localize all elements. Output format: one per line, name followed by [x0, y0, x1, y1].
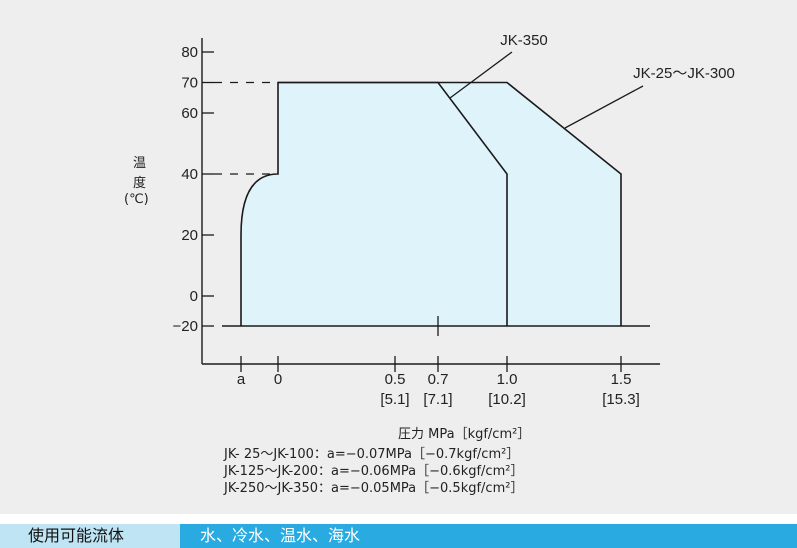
pressure-temperature-chart: 80 70 60 40 20 0 −20 a 0 0.5 [5.1] 0.7 [7.1] 1.0 [10.2…	[173, 32, 735, 408]
y-tick-label-5: 0	[190, 288, 198, 305]
y-axis-label-2: 度	[133, 176, 147, 191]
y-tick-label-3: 40	[181, 166, 198, 183]
x-tick-label-2: 0.5	[385, 371, 406, 388]
x-axis-title: 圧力 MPa［kgf/cm²］	[398, 427, 531, 442]
series-label-jk350: JK-350	[500, 32, 548, 49]
note-line-3: JK-250〜JK-350：a=−0.05MPa［−0.5kgf/cm²］	[224, 481, 524, 496]
series-leader-jk350	[449, 51, 513, 99]
x-tick-sublabel-3: [7.1]	[423, 391, 452, 408]
x-tick-label-0: a	[237, 371, 246, 388]
x-tick-label-4: 1.0	[497, 371, 518, 388]
y-tick-label-4: 20	[181, 227, 198, 244]
y-axis-label-1: 温	[133, 156, 147, 171]
note-line-2: JK-125〜JK-200：a=−0.06MPa［−0.6kgf/cm²］	[224, 464, 524, 479]
series-leader-jk25-300	[564, 85, 644, 129]
series-line-jk350	[278, 81, 508, 326]
usable-fluid-value: 水、冷水、温水、海水	[200, 526, 361, 545]
chart-panel: 80 70 60 40 20 0 −20 a 0 0.5 [5.1] 0.7 [7.1] 1.0 [10.2…	[0, 0, 797, 514]
series-label-jk25-300: JK-25〜JK-300	[633, 65, 735, 82]
x-tick-label-3: 0.7	[428, 371, 449, 388]
x-tick-sublabel-4: [10.2]	[488, 391, 526, 408]
x-tick-label-5: 1.5	[611, 371, 632, 388]
y-axis-label-3: (℃)	[124, 192, 149, 207]
y-tick-label-6: −20	[173, 318, 198, 335]
usable-fluid-label: 使用可能流体	[0, 524, 180, 548]
x-tick-label-1: 0	[274, 371, 282, 388]
y-tick-label-2: 60	[181, 105, 198, 122]
y-tick-label-0: 80	[181, 44, 198, 61]
operating-area-fill	[241, 82, 621, 326]
x-tick-sublabel-2: [5.1]	[380, 391, 409, 408]
note-line-1: JK- 25〜JK-100：a=−0.07MPa［−0.7kgf/cm²］	[224, 447, 520, 462]
fluid-footer: 使用可能流体 水、冷水、温水、海水	[0, 524, 797, 548]
x-tick-sublabel-5: [15.3]	[602, 391, 640, 408]
y-tick-label-1: 70	[181, 75, 198, 92]
